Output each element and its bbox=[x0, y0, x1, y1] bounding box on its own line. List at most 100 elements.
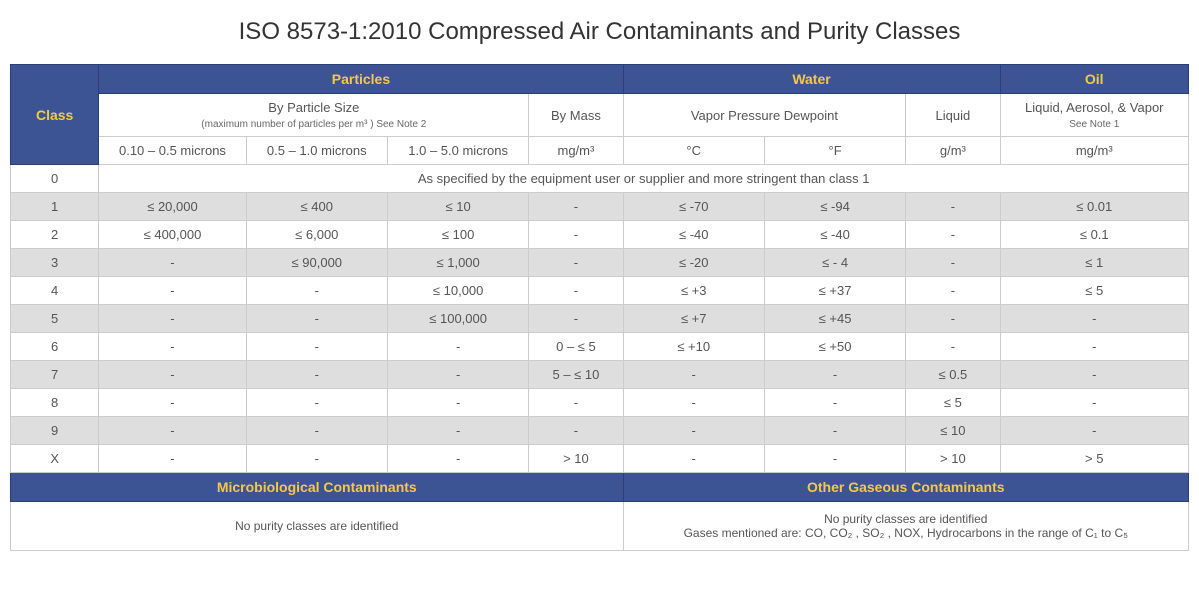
cell-f: - bbox=[764, 389, 905, 417]
cell-liq: - bbox=[906, 193, 1000, 221]
cell-p1: ≤ 400,000 bbox=[99, 221, 246, 249]
sub-particle-size: By Particle Size (maximum number of part… bbox=[99, 94, 529, 137]
cell-class: 0 bbox=[11, 165, 99, 193]
cell-c: - bbox=[623, 361, 764, 389]
cell-p1: - bbox=[99, 417, 246, 445]
cell-mass: - bbox=[529, 249, 623, 277]
cell-class: 6 bbox=[11, 333, 99, 361]
hdr-particles: Particles bbox=[99, 65, 623, 94]
cell-p2: - bbox=[246, 305, 387, 333]
cell-mass: - bbox=[529, 277, 623, 305]
cell-oil: - bbox=[1000, 417, 1189, 445]
footer-gas-hdr: Other Gaseous Contaminants bbox=[623, 473, 1188, 502]
hdr-water: Water bbox=[623, 65, 1000, 94]
cell-p2: ≤ 400 bbox=[246, 193, 387, 221]
cell-f: ≤ -40 bbox=[764, 221, 905, 249]
cell-c: ≤ -40 bbox=[623, 221, 764, 249]
unit-p1: 0.10 – 0.5 microns bbox=[99, 137, 246, 165]
cell-class: 3 bbox=[11, 249, 99, 277]
cell-oil: ≤ 1 bbox=[1000, 249, 1189, 277]
cell-class: 7 bbox=[11, 361, 99, 389]
sub-particle-size-note: (maximum number of particles per m³ ) Se… bbox=[201, 119, 426, 130]
cell-liq: - bbox=[906, 333, 1000, 361]
sub-oil-note: See Note 1 bbox=[1069, 119, 1119, 130]
cell-p3: - bbox=[387, 361, 528, 389]
cell-p1: - bbox=[99, 277, 246, 305]
cell-p1: - bbox=[99, 249, 246, 277]
cell-oil: > 5 bbox=[1000, 445, 1189, 473]
cell-p2: ≤ 6,000 bbox=[246, 221, 387, 249]
unit-p3: 1.0 – 5.0 microns bbox=[387, 137, 528, 165]
cell-f: ≤ +50 bbox=[764, 333, 905, 361]
cell-p3: ≤ 10,000 bbox=[387, 277, 528, 305]
footer-gas-text: No purity classes are identified Gases m… bbox=[623, 502, 1188, 551]
cell-f: - bbox=[764, 417, 905, 445]
cell-oil: - bbox=[1000, 389, 1189, 417]
cell-p3: ≤ 10 bbox=[387, 193, 528, 221]
cell-mass: 5 – ≤ 10 bbox=[529, 361, 623, 389]
table-row: 2≤ 400,000≤ 6,000≤ 100-≤ -40≤ -40-≤ 0.1 bbox=[11, 221, 1189, 249]
table-row: 5--≤ 100,000-≤ +7≤ +45-- bbox=[11, 305, 1189, 333]
cell-p3: - bbox=[387, 333, 528, 361]
cell-p3: - bbox=[387, 445, 528, 473]
cell-f: ≤ - 4 bbox=[764, 249, 905, 277]
cell-liq: ≤ 5 bbox=[906, 389, 1000, 417]
cell-c: ≤ +3 bbox=[623, 277, 764, 305]
sub-vapor: Vapor Pressure Dewpoint bbox=[623, 94, 906, 137]
cell-liq: - bbox=[906, 277, 1000, 305]
cell-class: 5 bbox=[11, 305, 99, 333]
page-title: ISO 8573-1:2010 Compressed Air Contamina… bbox=[10, 18, 1189, 46]
cell-liq: ≤ 0.5 bbox=[906, 361, 1000, 389]
cell-p3: ≤ 1,000 bbox=[387, 249, 528, 277]
cell-p3: - bbox=[387, 389, 528, 417]
table-row: 3-≤ 90,000≤ 1,000-≤ -20≤ - 4-≤ 1 bbox=[11, 249, 1189, 277]
table-row: 8------≤ 5- bbox=[11, 389, 1189, 417]
footer-micro-text: No purity classes are identified bbox=[11, 502, 624, 551]
unit-c: °C bbox=[623, 137, 764, 165]
cell-oil: - bbox=[1000, 333, 1189, 361]
cell-c: ≤ +7 bbox=[623, 305, 764, 333]
cell-oil: - bbox=[1000, 305, 1189, 333]
cell-p1: - bbox=[99, 445, 246, 473]
cell-row0-span: As specified by the equipment user or su… bbox=[99, 165, 1189, 193]
cell-c: ≤ -20 bbox=[623, 249, 764, 277]
sub-liquid: Liquid bbox=[906, 94, 1000, 137]
cell-p2: - bbox=[246, 417, 387, 445]
unit-liq: g/m³ bbox=[906, 137, 1000, 165]
cell-liq: - bbox=[906, 221, 1000, 249]
footer-micro-hdr: Microbiological Contaminants bbox=[11, 473, 624, 502]
cell-mass: - bbox=[529, 389, 623, 417]
cell-f: - bbox=[764, 445, 905, 473]
cell-p2: - bbox=[246, 361, 387, 389]
cell-class: 2 bbox=[11, 221, 99, 249]
cell-f: ≤ +45 bbox=[764, 305, 905, 333]
cell-p2: - bbox=[246, 277, 387, 305]
cell-c: - bbox=[623, 389, 764, 417]
cell-p1: - bbox=[99, 333, 246, 361]
cell-p2: ≤ 90,000 bbox=[246, 249, 387, 277]
cell-p1: - bbox=[99, 305, 246, 333]
cell-class: 8 bbox=[11, 389, 99, 417]
unit-oil: mg/m³ bbox=[1000, 137, 1189, 165]
cell-p1: - bbox=[99, 389, 246, 417]
cell-p3: - bbox=[387, 417, 528, 445]
cell-p2: - bbox=[246, 333, 387, 361]
cell-f: - bbox=[764, 361, 905, 389]
table-row: 1≤ 20,000≤ 400≤ 10-≤ -70≤ -94-≤ 0.01 bbox=[11, 193, 1189, 221]
cell-p3: ≤ 100 bbox=[387, 221, 528, 249]
cell-c: - bbox=[623, 445, 764, 473]
cell-oil: ≤ 0.01 bbox=[1000, 193, 1189, 221]
table-body: 0 As specified by the equipment user or … bbox=[11, 165, 1189, 473]
cell-mass: 0 – ≤ 5 bbox=[529, 333, 623, 361]
cell-mass: > 10 bbox=[529, 445, 623, 473]
cell-mass: - bbox=[529, 193, 623, 221]
cell-c: - bbox=[623, 417, 764, 445]
table-row: X---> 10--> 10> 5 bbox=[11, 445, 1189, 473]
cell-oil: - bbox=[1000, 361, 1189, 389]
unit-mass: mg/m³ bbox=[529, 137, 623, 165]
hdr-class: Class bbox=[11, 65, 99, 165]
sub-oil-label: Liquid, Aerosol, & Vapor bbox=[1025, 100, 1164, 115]
table-row-0: 0 As specified by the equipment user or … bbox=[11, 165, 1189, 193]
unit-p2: 0.5 – 1.0 microns bbox=[246, 137, 387, 165]
sub-bymass: By Mass bbox=[529, 94, 623, 137]
